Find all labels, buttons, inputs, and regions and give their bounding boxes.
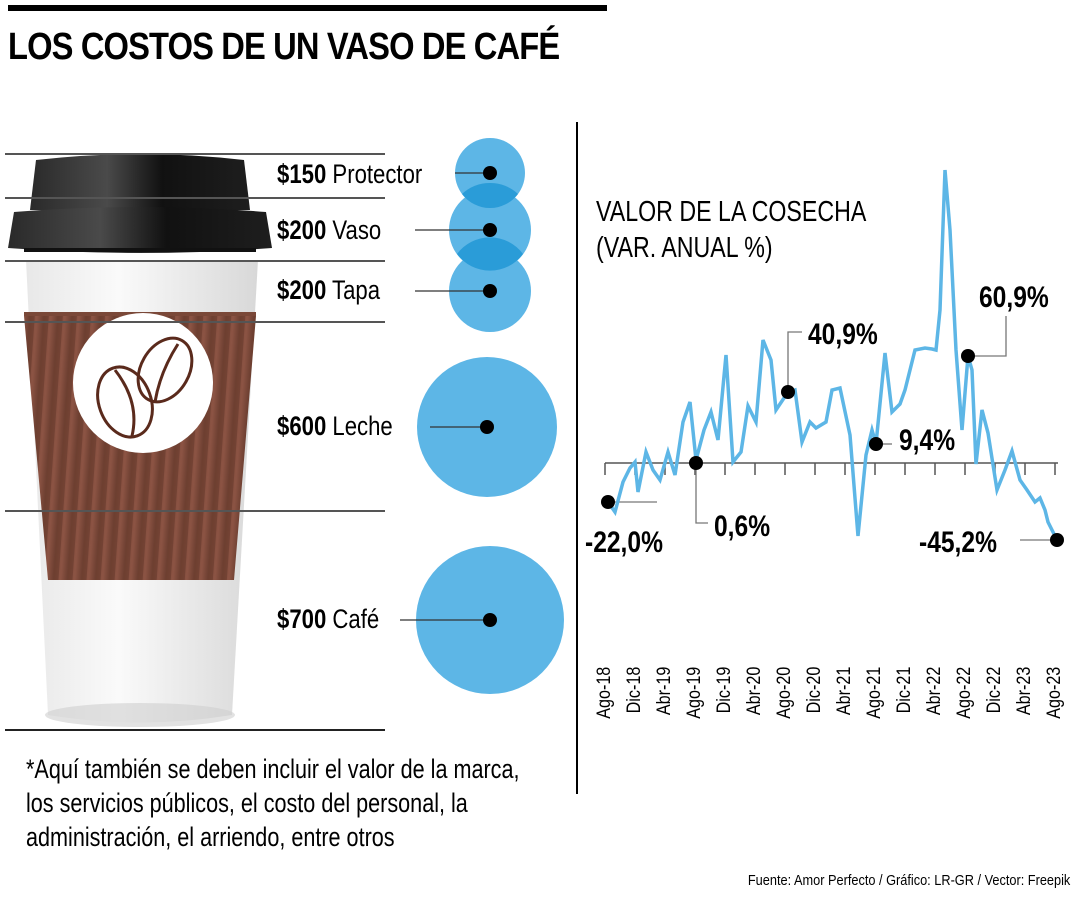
- guide-line: [5, 197, 255, 199]
- x-label: Dic-21: [894, 666, 915, 714]
- harvest-value-line-chart: [601, 169, 1064, 547]
- cost-label: Leche: [332, 411, 393, 441]
- x-label: Dic-19: [714, 666, 735, 714]
- annotation-ago19: 0,6%: [714, 510, 771, 543]
- footnote-line: *Aquí también se deben incluir el valor …: [26, 754, 520, 784]
- chart-title-line2: (VAR. ANUAL %): [596, 232, 773, 264]
- cup-lid-rim: [8, 207, 272, 253]
- x-label: Ago-18: [594, 666, 615, 719]
- cost-amount: $600: [277, 411, 327, 441]
- x-label: Dic-18: [624, 666, 645, 714]
- x-label: Abr-19: [654, 666, 675, 716]
- marker-ago22: [961, 349, 975, 363]
- x-label: Ago-20: [774, 666, 795, 719]
- annotation-ago23: -45,2%: [919, 526, 997, 559]
- x-label: Dic-22: [984, 666, 1005, 714]
- cost-label: Café: [332, 604, 380, 634]
- cost-label: Vaso: [332, 215, 382, 245]
- x-label: Abr-20: [744, 666, 765, 716]
- x-label: Ago-19: [684, 666, 705, 719]
- x-axis-labels: Ago-18 Dic-18 Abr-19 Ago-19 Dic-19 Abr-2…: [580, 655, 1080, 765]
- cost-amount: $150: [277, 159, 327, 189]
- guide-line: [255, 321, 385, 323]
- cost-item-tapa: $200 Tapa: [277, 277, 380, 304]
- footnote: *Aquí también se deben incluir el valor …: [26, 752, 562, 854]
- guide-line: [255, 260, 385, 262]
- cost-label: Tapa: [332, 275, 381, 305]
- x-label: Abr-21: [834, 666, 855, 716]
- cost-amount: $200: [277, 215, 327, 245]
- guide-line: [5, 321, 255, 323]
- annotation-ago18: -22,0%: [585, 526, 663, 559]
- coffee-cup-illustration: [8, 154, 272, 727]
- data-line: [606, 169, 1059, 541]
- cost-item-cafe: $700 Café: [277, 606, 379, 633]
- marker-ago18: [601, 495, 615, 509]
- x-label: Abr-22: [924, 666, 945, 716]
- x-label: Ago-23: [1044, 666, 1065, 719]
- section-divider: [576, 122, 578, 794]
- x-label: Ago-21: [864, 666, 885, 719]
- page-title: LOS COSTOS DE UN VASO DE CAFÉ: [8, 26, 560, 68]
- source-credit: Fuente: Amor Perfecto / Gráfico: LR-GR /…: [747, 872, 1070, 889]
- cost-bubbles: [400, 138, 564, 694]
- cup-lid-top: [30, 154, 250, 210]
- cost-item-vaso: $200 Vaso: [277, 217, 381, 244]
- marker-ago23: [1050, 533, 1064, 547]
- cost-item-leche: $600 Leche: [277, 413, 393, 440]
- x-label: Dic-20: [804, 666, 825, 714]
- guide-line: [5, 510, 255, 512]
- cost-label: Protector: [332, 159, 423, 189]
- guide-line: [240, 510, 385, 512]
- guide-line: [5, 153, 255, 155]
- cost-amount: $200: [277, 275, 327, 305]
- guide-line: [255, 153, 385, 155]
- footnote-line: administración, el arriendo, entre otros: [26, 822, 395, 852]
- top-rule: [8, 5, 607, 11]
- annotation-ago22: 60,9%: [979, 281, 1049, 314]
- marker-ago21: [869, 437, 883, 451]
- chart-title-line1: VALOR DE LA COSECHA: [596, 196, 867, 228]
- guide-line: [5, 729, 385, 731]
- x-label: Ago-22: [954, 666, 975, 719]
- footnote-line: los servicios públicos, el costo del per…: [26, 788, 468, 818]
- guide-line: [255, 197, 385, 199]
- guide-line: [5, 260, 255, 262]
- cost-item-protector: $150 Protector: [277, 161, 422, 188]
- x-label: Abr-23: [1014, 666, 1035, 716]
- annotation-ago20: 40,9%: [808, 318, 878, 351]
- marker-ago19: [689, 456, 703, 470]
- cost-amount: $700: [277, 604, 327, 634]
- annotation-ago21: 9,4%: [899, 424, 956, 457]
- marker-ago20: [781, 385, 795, 399]
- chart-title: VALOR DE LA COSECHA (VAR. ANUAL %): [596, 194, 866, 266]
